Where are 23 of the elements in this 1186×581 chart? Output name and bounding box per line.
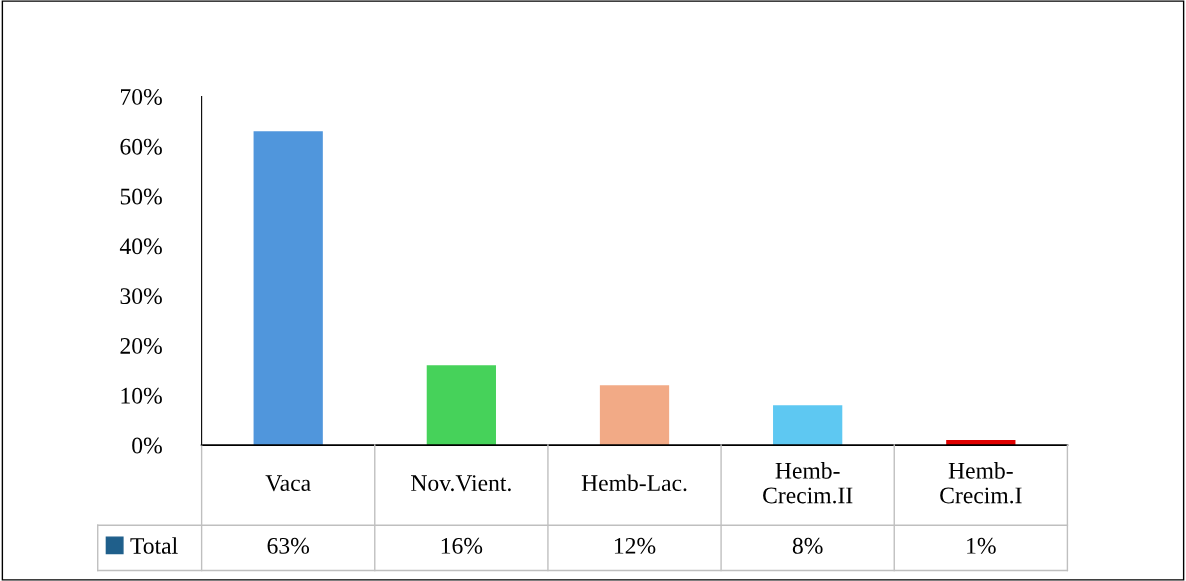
y-tick-label: 40%: [119, 238, 162, 255]
bar: [253, 131, 323, 446]
x-tick-label: Hemb-Crecim.I: [940, 462, 1022, 504]
x-tick-label: Hemb-Lac.: [581, 474, 687, 492]
text: Total: [130, 537, 178, 554]
data-label: 1%: [967, 537, 996, 554]
data-label: 16%: [441, 537, 483, 554]
data-label: 63%: [267, 537, 310, 554]
x-tick-label: Vaca: [265, 475, 311, 492]
y-tick-label: 0%: [132, 437, 162, 454]
y-tick-label: 50%: [120, 188, 162, 205]
data-label: 8%: [792, 537, 823, 554]
bar: [599, 385, 670, 446]
y-tick-label: 20%: [120, 337, 162, 354]
x-tick-label: Nov.Vient.: [411, 475, 511, 492]
y-tick-label: 30%: [120, 288, 162, 305]
y-tick-label: 10%: [121, 387, 162, 404]
y-tick-label: 70%: [121, 88, 162, 105]
x-tick-label: Hemb-Crecim.II: [763, 462, 853, 504]
bar: [773, 405, 843, 446]
bar: [426, 365, 496, 446]
data-label: 12%: [614, 537, 656, 554]
y-tick-label: 60%: [120, 138, 162, 155]
